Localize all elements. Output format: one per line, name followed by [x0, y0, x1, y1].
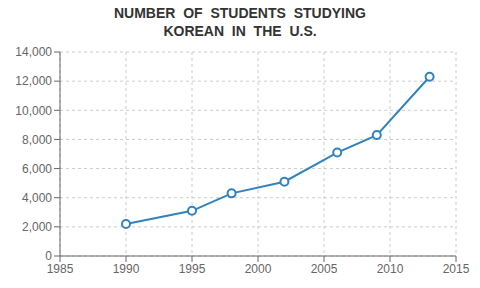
svg-text:1995: 1995: [179, 262, 206, 276]
svg-text:2010: 2010: [377, 262, 404, 276]
svg-text:4,000: 4,000: [22, 191, 52, 205]
svg-text:2000: 2000: [245, 262, 272, 276]
svg-text:2015: 2015: [443, 262, 470, 276]
svg-text:1985: 1985: [47, 262, 74, 276]
svg-text:12,000: 12,000: [15, 74, 52, 88]
svg-text:8,000: 8,000: [22, 133, 52, 147]
svg-text:2005: 2005: [311, 262, 338, 276]
svg-text:6,000: 6,000: [22, 162, 52, 176]
svg-text:1990: 1990: [113, 262, 140, 276]
svg-text:2,000: 2,000: [22, 220, 52, 234]
svg-text:10,000: 10,000: [15, 104, 52, 118]
svg-text:14,000: 14,000: [15, 45, 52, 59]
html-text:NUMBER OF STUDENTS STUDYING KO: NUMBER OF STUDENTS STUDYING KOREAN IN TH…: [114, 5, 366, 39]
svg-text:0: 0: [45, 249, 52, 263]
